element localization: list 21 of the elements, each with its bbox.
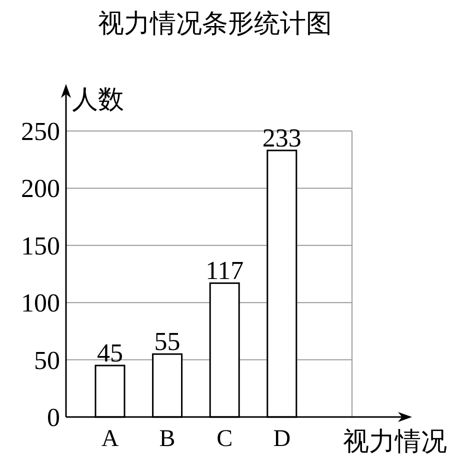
x-tick-label: B	[159, 426, 176, 452]
y-tick-label: 150	[21, 231, 60, 260]
y-tick-label: 0	[47, 403, 60, 432]
y-axis-title: 人数	[72, 85, 124, 114]
chart-title: 视力情况条形统计图	[98, 9, 332, 38]
data-label: 117	[206, 256, 244, 286]
x-tick-label: C	[216, 426, 233, 452]
bar	[94, 364, 126, 418]
data-label: 45	[97, 338, 123, 368]
y-tick-label: 200	[21, 174, 60, 204]
x-tick-label: A	[101, 426, 120, 452]
bar	[152, 353, 183, 418]
y-tick-label: 250	[21, 117, 60, 146]
y-tick-label: 100	[21, 288, 60, 318]
data-label: 55	[154, 327, 180, 356]
data-label: 233	[262, 123, 302, 152]
y-tick-label: 50	[34, 346, 60, 375]
x-tick-label: D	[273, 426, 291, 452]
x-axis-title: 视力情况	[343, 427, 447, 456]
bar	[209, 282, 240, 418]
bar	[266, 150, 298, 418]
